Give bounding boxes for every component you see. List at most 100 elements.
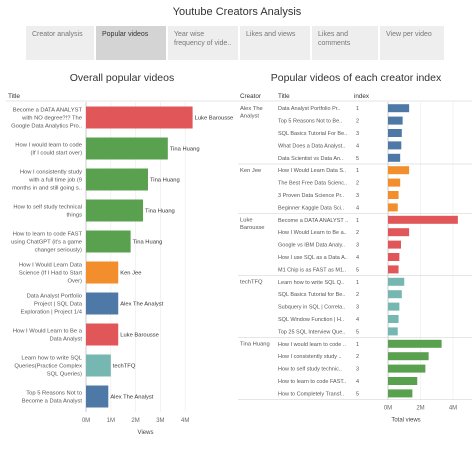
bar[interactable] xyxy=(388,327,398,336)
index-label: 3 xyxy=(356,243,359,249)
bar[interactable] xyxy=(86,137,168,160)
tab-year-wise-frequency[interactable]: Year wise frequency of vide.. xyxy=(168,26,238,60)
bar[interactable] xyxy=(86,230,131,253)
bar[interactable] xyxy=(86,323,119,346)
bar[interactable] xyxy=(388,141,402,150)
bar[interactable] xyxy=(388,116,403,125)
row-title-label: (If I could start over) xyxy=(30,151,82,157)
row-title-label: with NO degree?!? The xyxy=(21,116,82,122)
tab-likes-and-views[interactable]: Likes and views xyxy=(240,26,310,60)
bar[interactable] xyxy=(388,364,426,373)
bar[interactable] xyxy=(388,277,405,286)
bar-creator-label: Tina Huang xyxy=(133,240,163,246)
index-label: 4 xyxy=(356,317,359,323)
bar[interactable] xyxy=(86,199,144,222)
row-title-label: How to self study technical xyxy=(13,205,82,211)
row-title-label: Over) xyxy=(68,279,83,285)
row-title-label: Data Analyst Portfolio xyxy=(27,294,82,300)
x-tick-label: 3M xyxy=(156,418,164,424)
tab-likes-and-comments[interactable]: Likes and comments xyxy=(312,26,378,60)
bar[interactable] xyxy=(86,385,109,408)
creator-label: Barousse xyxy=(240,225,265,231)
index-label: 5 xyxy=(356,267,359,273)
row-title-label: How I consistently study xyxy=(20,170,82,176)
tab-creator-analysis[interactable]: Creator analysis xyxy=(26,26,94,60)
row-title-label: Project | SQL Data xyxy=(34,302,83,308)
x-tick-label: 0M xyxy=(384,406,392,412)
bar[interactable] xyxy=(388,315,399,323)
bar[interactable] xyxy=(388,203,398,212)
bar[interactable] xyxy=(388,129,402,137)
creator-label: Tina Huang xyxy=(240,342,270,348)
bar[interactable] xyxy=(388,389,413,398)
row-title-label: SQL Queries) xyxy=(47,372,82,378)
bar-creator-label: Alex The Analyst xyxy=(120,302,163,308)
creator-label: Luke xyxy=(240,218,253,224)
tab-bar: Creator analysis Popular videos Year wis… xyxy=(26,26,448,60)
index-label: 2 xyxy=(356,230,359,236)
video-title-label: How I Would Learn to Be a.. xyxy=(278,230,347,236)
bar[interactable] xyxy=(388,253,400,261)
bar[interactable] xyxy=(388,178,401,187)
x-axis-label: Views xyxy=(138,430,154,436)
video-title-label: Top 5 Reasons Not to Be.. xyxy=(278,119,343,125)
tab-popular-videos[interactable]: Popular videos xyxy=(96,26,166,60)
row-title-label: How I Would Learn Data xyxy=(19,263,83,269)
x-tick-label: 4M xyxy=(181,418,189,424)
column-header: index xyxy=(354,93,370,100)
tab-view-per-video[interactable]: View per video xyxy=(380,26,444,60)
bar[interactable] xyxy=(388,104,410,113)
row-header: Title xyxy=(8,93,20,100)
bar[interactable] xyxy=(86,354,111,377)
video-title-label: 3 Proven Data Science Pr.. xyxy=(278,193,345,199)
row-title-label: Science (If I Had to Start xyxy=(19,271,83,277)
bar[interactable] xyxy=(86,292,119,315)
row-title-label: Queries(Practice Complex xyxy=(14,364,82,370)
bar[interactable] xyxy=(388,166,410,175)
bar[interactable] xyxy=(86,106,193,129)
video-title-label: SQL Window Function | H.. xyxy=(278,317,344,323)
bar[interactable] xyxy=(388,377,418,385)
bar[interactable] xyxy=(388,290,402,299)
row-title-label: Become a DATA ANALYST xyxy=(13,108,83,114)
video-title-label: Data Scientist vs Data An.. xyxy=(278,156,344,162)
index-label: 1 xyxy=(356,280,359,286)
index-label: 5 xyxy=(356,156,359,162)
bar[interactable] xyxy=(388,215,458,224)
video-title-label: How to learn to code FAST.. xyxy=(278,379,347,385)
bar-creator-label: Tina Huang xyxy=(150,178,180,184)
row-title-label: How to learn to code FAST xyxy=(13,232,83,238)
x-axis-label: Total views xyxy=(391,418,420,424)
bar[interactable] xyxy=(388,265,399,274)
index-label: 3 xyxy=(356,193,359,199)
video-title-label: Learn how to write SQL Q.. xyxy=(278,280,345,286)
index-label: 2 xyxy=(356,119,359,125)
row-title-label: Learn how to write SQL xyxy=(21,356,82,362)
video-title-label: How to self study technic.. xyxy=(278,367,342,373)
bar[interactable] xyxy=(86,261,119,284)
row-title-label: Exploration | Project 1/4 xyxy=(21,310,83,316)
row-title-label: things xyxy=(67,213,83,219)
video-title-label: How I would learn to code .. xyxy=(278,342,346,348)
bar[interactable] xyxy=(388,153,401,162)
index-label: 1 xyxy=(356,342,359,348)
bar-creator-label: Luke Barousse xyxy=(120,333,159,339)
bar[interactable] xyxy=(86,168,148,191)
row-title-label: How I Would Learn to Be a xyxy=(13,329,83,335)
bar-creator-label: Ken Jee xyxy=(120,271,141,277)
index-label: 1 xyxy=(356,106,359,112)
row-title-label: months in and still going s.. xyxy=(12,186,82,192)
bar[interactable] xyxy=(388,302,400,311)
bar[interactable] xyxy=(388,352,429,361)
index-label: 5 xyxy=(356,329,359,335)
creator-label: Ken Jee xyxy=(240,168,261,174)
index-label: 4 xyxy=(356,379,359,385)
index-label: 3 xyxy=(356,305,359,311)
video-title-label: SQL Basics Tutorial For Be.. xyxy=(278,131,348,137)
video-title-label: Become a DATA ANALYST .. xyxy=(278,218,349,224)
bar-creator-label: Tina Huang xyxy=(145,209,175,215)
bar[interactable] xyxy=(388,191,399,199)
bar[interactable] xyxy=(388,228,410,237)
bar[interactable] xyxy=(388,240,401,249)
bar[interactable] xyxy=(388,339,442,348)
